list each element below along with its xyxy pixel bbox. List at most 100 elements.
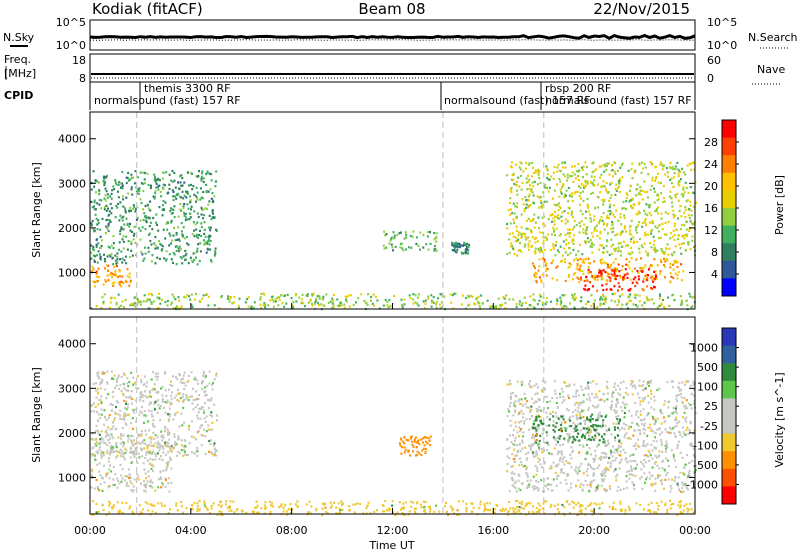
power-cell [403, 298, 406, 301]
velocity-cell [673, 479, 676, 482]
velocity-cell [108, 504, 111, 507]
power-cell [405, 233, 408, 236]
velocity-cell [612, 501, 615, 504]
power-cell [520, 188, 523, 191]
power-cell [131, 193, 134, 196]
power-cell [611, 164, 613, 167]
velocity-cell [289, 502, 292, 506]
power-cell [525, 207, 527, 210]
velocity-cell [289, 508, 292, 511]
velocity-cell [132, 376, 135, 379]
power-cell [119, 229, 122, 233]
power-cell [539, 181, 542, 185]
velocity-cell [522, 431, 525, 434]
power-cell [553, 230, 556, 233]
velocity-cell [411, 443, 414, 447]
power-cell [602, 222, 605, 225]
power-cell [585, 173, 588, 176]
power-cell [318, 304, 321, 307]
power-cell [528, 204, 531, 207]
power-cell [563, 294, 566, 297]
velocity-cell [204, 453, 207, 456]
power-cell [638, 211, 641, 215]
power-cell [157, 306, 160, 309]
power-cell [450, 301, 453, 304]
velocity-cell [170, 445, 173, 448]
power-cell [102, 180, 105, 183]
power-cell [156, 296, 159, 299]
velocity-cell [671, 412, 674, 415]
power-cell [435, 303, 438, 306]
power-cell [199, 229, 201, 232]
power-cell [683, 237, 686, 240]
velocity-cell [558, 392, 561, 395]
power-cell [207, 304, 210, 307]
power-cell [271, 298, 274, 301]
power-cell [634, 228, 637, 232]
y-tick-label: 2000 [58, 222, 86, 235]
velocity-cell [333, 501, 336, 505]
power-cell [611, 223, 614, 227]
velocity-cell [180, 449, 183, 452]
power-cell [157, 177, 160, 180]
power-cell [532, 293, 535, 296]
power-cell [290, 297, 293, 300]
power-cell [565, 238, 568, 242]
power-cell [114, 269, 117, 273]
velocity-cell [213, 403, 216, 406]
power-cell [172, 295, 175, 298]
velocity-cell [578, 469, 581, 473]
power-cell [514, 240, 517, 243]
velocity-cell [178, 452, 181, 455]
velocity-cell [661, 431, 664, 434]
power-cell [132, 302, 135, 305]
power-cell [178, 187, 181, 190]
velocity-cell [232, 500, 235, 503]
power-cell [539, 295, 542, 298]
power-cell [200, 213, 203, 216]
power-cell [545, 269, 548, 272]
velocity-cell [410, 505, 413, 508]
power-cell [649, 264, 652, 267]
velocity-cell [528, 444, 531, 447]
velocity-cell [667, 459, 669, 462]
power-cell [599, 269, 602, 272]
velocity-cell [563, 463, 566, 466]
velocity-cell [650, 482, 653, 486]
velocity-cell [145, 486, 147, 489]
power-cell [214, 250, 217, 253]
velocity-cell [587, 408, 589, 411]
power-cell [116, 275, 119, 279]
velocity-cell [540, 409, 543, 412]
velocity-cell [208, 439, 211, 443]
power-cell [456, 248, 459, 251]
velocity-cell [533, 401, 536, 405]
power-cell [648, 211, 651, 214]
velocity-cell [172, 447, 175, 450]
power-cell [540, 279, 543, 282]
power-cell [146, 172, 149, 175]
power-cell [110, 271, 113, 274]
velocity-cell [189, 395, 191, 398]
velocity-cell [416, 440, 419, 443]
power-cell [516, 217, 518, 220]
velocity-cell [623, 427, 626, 430]
power-cell [590, 192, 593, 195]
power-cell [153, 242, 156, 245]
power-cell [155, 186, 158, 189]
power-cell [579, 269, 582, 272]
velocity-cell [97, 403, 100, 406]
velocity-cell [260, 507, 263, 510]
power-cell [153, 197, 156, 200]
velocity-cell [508, 382, 511, 385]
velocity-cell [132, 485, 135, 488]
velocity-cell [534, 487, 537, 490]
power-cell [193, 210, 196, 213]
velocity-cell [133, 442, 136, 445]
power-cell [630, 205, 633, 208]
velocity-cell [607, 439, 609, 442]
power-cell [577, 250, 580, 253]
power-cell [619, 213, 622, 216]
velocity-cell [216, 513, 219, 516]
power-cell [691, 305, 694, 308]
